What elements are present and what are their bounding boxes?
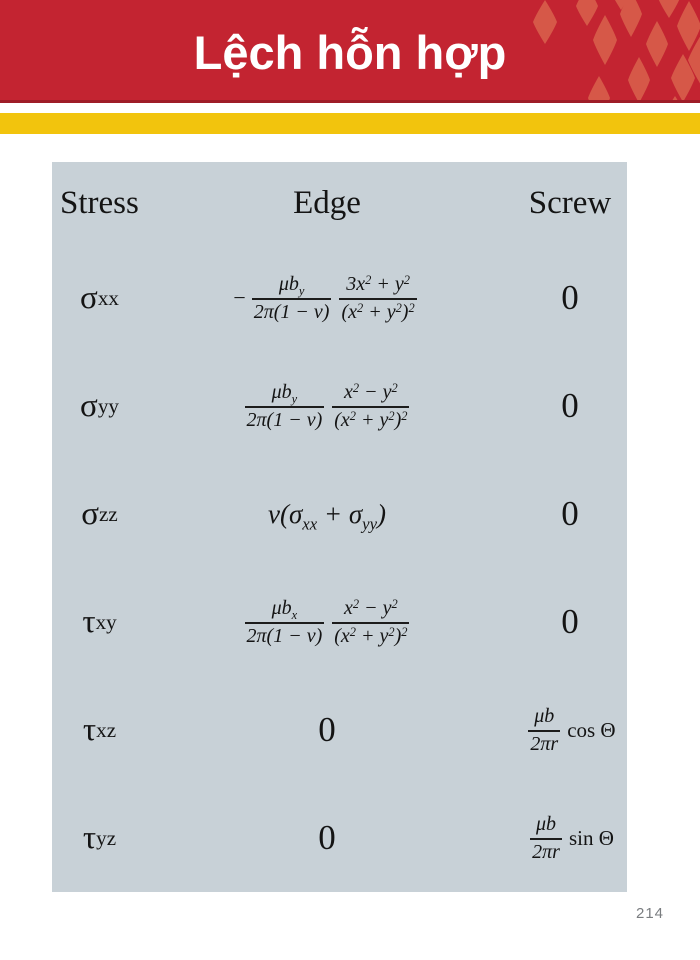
edge-formula: − μby 2π(1 − ν) 3x2 + y2 (x2 + y2)2 (147, 273, 507, 324)
denominator: (x2 + y2)2 (334, 408, 408, 431)
math-text: − (233, 285, 246, 310)
diamond-shape (658, 0, 680, 18)
table-row: τ xy μbx 2π(1 − ν) x2 − y2 (x2 + y2)2 0 (52, 568, 627, 676)
diamond-shape (533, 0, 557, 44)
diamond-shape (672, 96, 678, 100)
fraction: μb 2πr (528, 704, 561, 756)
diamond-shape (677, 1, 700, 51)
fraction: 3x2 + y2 (x2 + y2)2 (339, 272, 417, 324)
fraction-bar (244, 405, 325, 408)
screw-formula: 0 (507, 278, 627, 318)
edge-formula: 0 (147, 818, 507, 858)
fraction-bar (339, 297, 417, 300)
math-text: sin Θ (568, 825, 614, 850)
title-banner: Lệch hỗn hợp (0, 0, 700, 103)
fraction-bar (332, 621, 410, 624)
numerator: x2 − y2 (344, 380, 398, 403)
screw-formula: 0 (507, 386, 627, 426)
denominator: 2πr (530, 732, 559, 755)
stress-symbol: τ xz (82, 711, 117, 748)
stress-symbol: τ xy (82, 603, 117, 640)
edge-formula: ν(σxx + σyy) (147, 498, 507, 534)
fraction: x2 − y2 (x2 + y2)2 (332, 596, 410, 648)
zero-value: 0 (318, 818, 336, 857)
screw-formula: 0 (507, 602, 627, 642)
diamond-shape (620, 0, 642, 37)
numerator: 3x2 + y2 (346, 272, 410, 295)
numerator: μb (536, 812, 557, 835)
math-text: cos Θ (567, 717, 616, 742)
diamond-shape (576, 0, 598, 26)
edge-formula: 0 (147, 710, 507, 750)
fraction-bar (528, 729, 561, 732)
table-row: σ yy μby 2π(1 − ν) x2 − y2 (x2 + y2)2 0 (52, 352, 627, 460)
zero-value: 0 (561, 386, 579, 425)
numerator: x2 − y2 (344, 596, 398, 619)
table-row: σ zz ν(σxx + σyy) 0 (52, 460, 627, 568)
fraction-bar (530, 837, 562, 840)
screw-formula: μb 2πr sin Θ (507, 813, 627, 864)
fraction: μbx 2π(1 − ν) (244, 596, 325, 648)
stress-symbol: σ yy (80, 387, 119, 424)
numerator: μb (534, 704, 555, 727)
denominator: (x2 + y2)2 (341, 300, 415, 323)
stress-symbol: σ xx (80, 279, 119, 316)
numerator: μby (271, 380, 298, 406)
table-header-row: Stress Edge Screw (52, 162, 627, 244)
fraction-bar (244, 621, 325, 624)
numerator: μbx (271, 596, 298, 622)
gold-divider-bar (0, 113, 700, 134)
slide-title: Lệch hỗn hợp (193, 26, 507, 79)
fraction: μb 2πr (530, 813, 562, 864)
diamond-shape (628, 57, 650, 100)
zero-value: 0 (318, 710, 336, 749)
edge-formula: μbx 2π(1 − ν) x2 − y2 (x2 + y2)2 (147, 597, 507, 648)
fraction-bar (251, 297, 332, 300)
column-header-screw: Screw (528, 184, 612, 221)
math-text: ν(σxx + σyy) (267, 498, 387, 534)
fraction: μby 2π(1 − ν) (251, 272, 332, 324)
stress-symbol: σ zz (81, 495, 118, 532)
diamond-shape (646, 21, 668, 67)
denominator: 2π(1 − ν) (253, 300, 330, 323)
edge-formula: μby 2π(1 − ν) x2 − y2 (x2 + y2)2 (147, 381, 507, 432)
page-number: 214 (636, 905, 665, 922)
table-row: σ xx − μby 2π(1 − ν) 3x2 + y2 (x2 + y2)2 0 (52, 244, 627, 352)
table-row: τ yz 0 μb 2πr sin Θ (52, 784, 627, 892)
diamond-shape (671, 54, 695, 100)
denominator: 2π(1 − ν) (246, 408, 323, 431)
diamond-shape (688, 36, 700, 84)
diamond-shape (588, 76, 610, 100)
table-row: τ xz 0 μb 2πr cos Θ (52, 676, 627, 784)
denominator: (x2 + y2)2 (334, 624, 408, 647)
column-header-edge: Edge (293, 184, 361, 221)
fraction: μby 2π(1 − ν) (244, 380, 325, 432)
diamond-shape (614, 0, 628, 10)
stress-formula-table: Stress Edge Screw σ xx − μby 2π(1 − ν) 3x2 +… (52, 162, 627, 892)
column-header-stress: Stress (60, 184, 139, 221)
diamond-shape (593, 15, 617, 65)
zero-value: 0 (561, 278, 579, 317)
fraction: x2 − y2 (x2 + y2)2 (332, 380, 410, 432)
denominator: 2π(1 − ν) (246, 624, 323, 647)
zero-value: 0 (561, 602, 579, 641)
diamond-pattern-icon (533, 0, 700, 100)
stress-symbol: τ yz (82, 819, 117, 856)
numerator: μby (278, 272, 305, 298)
fraction-bar (332, 405, 410, 408)
screw-formula: μb 2πr cos Θ (507, 705, 627, 756)
denominator: 2πr (532, 840, 560, 863)
screw-formula: 0 (507, 494, 627, 534)
zero-value: 0 (561, 494, 579, 533)
